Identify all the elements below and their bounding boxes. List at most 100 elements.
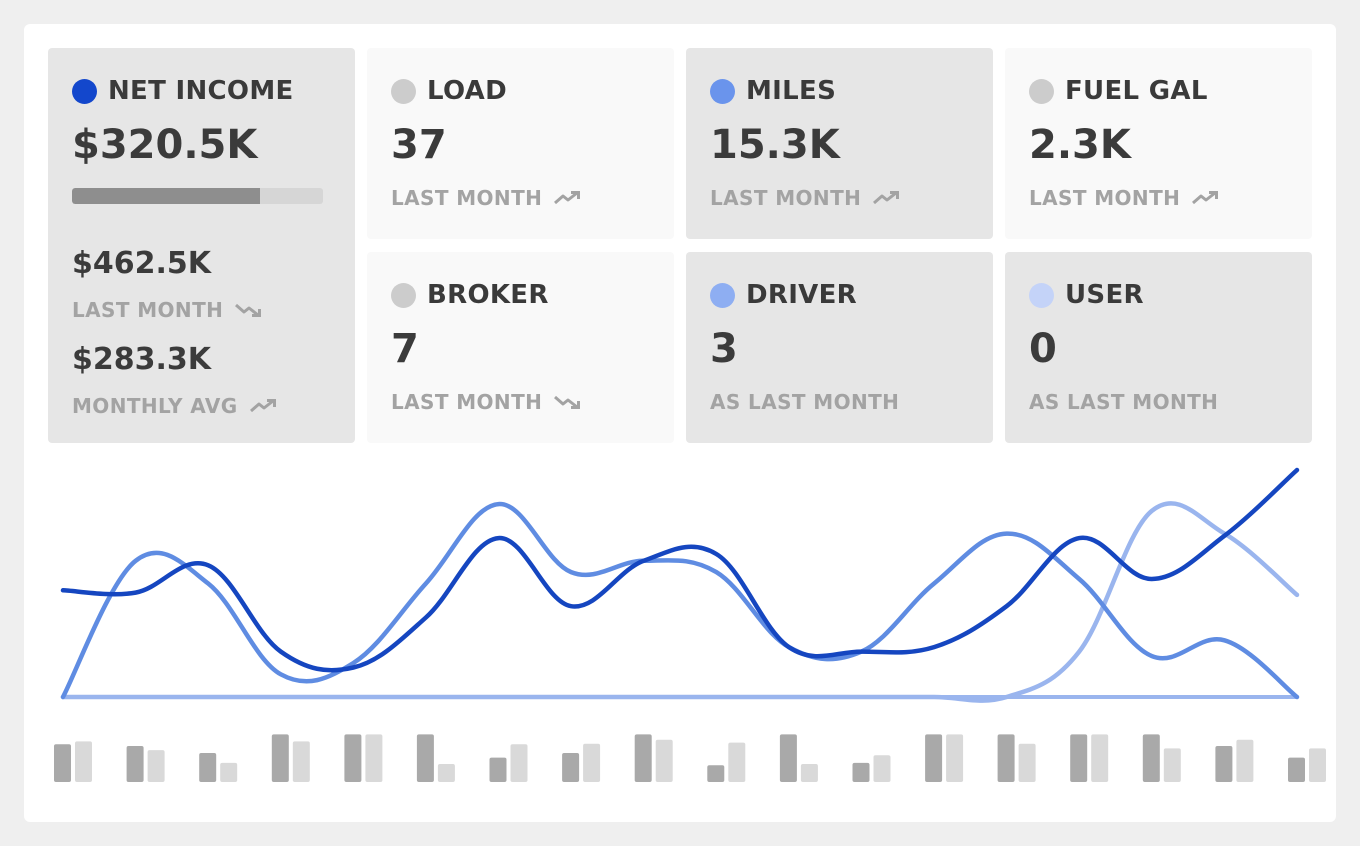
driver-title-row: DRIVER (710, 280, 857, 310)
miles-title-row: MILES (710, 76, 836, 106)
bar-primary-11 (779, 734, 797, 782)
load-title: LOAD (427, 76, 507, 106)
net-income-progress-fill (72, 188, 261, 204)
net-income-progress-bar (72, 188, 323, 204)
broker-title: BROKER (427, 280, 549, 310)
bar-secondary-6 (437, 764, 455, 782)
bar-primary-16 (1142, 734, 1160, 782)
net-income-last-month-value: $462.5K (72, 246, 212, 281)
load-sub-label: LAST MONTH (391, 186, 543, 210)
fuel-gal-title-row: FUEL GAL (1029, 76, 1208, 106)
bar-secondary-17 (1236, 739, 1254, 782)
bar-secondary-4 (292, 741, 310, 782)
bar-primary-6 (416, 734, 434, 782)
fuel-gal-sub-row: LAST MONTH (1029, 186, 1219, 210)
trend-up-icon (873, 191, 900, 205)
net-income-avg-label: MONTHLY AVG (72, 394, 238, 418)
net-income-last-month-row: LAST MONTH (72, 298, 262, 322)
miles-card[interactable]: MILES 15.3K LAST MONTH (686, 48, 993, 239)
bar-primary-9 (634, 734, 652, 782)
bar-secondary-15 (1091, 734, 1109, 782)
driver-value: 3 (710, 326, 738, 372)
bar-secondary-18 (1309, 748, 1326, 782)
fuel-gal-dot-icon (1029, 78, 1054, 104)
user-value: 0 (1029, 326, 1057, 372)
bar-secondary-5 (365, 734, 383, 782)
fuel-gal-card[interactable]: FUEL GAL 2.3K LAST MONTH (1005, 48, 1312, 239)
driver-dot-icon (710, 282, 735, 308)
net-income-title: NET INCOME (108, 76, 294, 106)
bar-secondary-2 (147, 750, 165, 782)
broker-sub-label: LAST MONTH (391, 390, 543, 414)
user-title-row: USER (1029, 280, 1144, 310)
trend-up-icon (1192, 191, 1219, 205)
trend-down-icon (554, 395, 581, 409)
fuel-gal-title: FUEL GAL (1065, 76, 1208, 106)
broker-title-row: BROKER (391, 280, 549, 310)
miles-sub-row: LAST MONTH (710, 186, 900, 210)
user-sub-row: AS LAST MONTH (1029, 390, 1218, 414)
bar-primary-10 (707, 765, 725, 782)
miles-value: 15.3K (710, 122, 840, 168)
bar-primary-8 (562, 753, 580, 782)
bar-primary-12 (852, 762, 870, 782)
load-value: 37 (391, 122, 447, 168)
net-income-avg-row: MONTHLY AVG (72, 394, 276, 418)
bar-secondary-8 (583, 743, 601, 782)
bar-primary-13 (925, 734, 943, 782)
bar-secondary-9 (655, 739, 673, 782)
chart-series-line-1 (60, 467, 1300, 673)
driver-title: DRIVER (746, 280, 857, 310)
trend-down-icon (235, 303, 262, 317)
net-income-dot-icon (72, 78, 97, 104)
bar-secondary-13 (946, 734, 964, 782)
bar-primary-2 (126, 746, 144, 782)
driver-sub-row: AS LAST MONTH (710, 390, 899, 414)
broker-dot-icon (391, 282, 416, 308)
user-sub-label: AS LAST MONTH (1029, 390, 1219, 414)
bar-primary-7 (489, 757, 507, 782)
driver-sub-label: AS LAST MONTH (710, 390, 900, 414)
bar-primary-18 (1288, 757, 1305, 782)
trend-up-icon (554, 191, 581, 205)
bar-primary-4 (271, 734, 289, 782)
bar-primary-17 (1215, 746, 1233, 782)
user-dot-icon (1029, 282, 1054, 308)
trend-up-icon (249, 399, 276, 413)
net-income-last-month-label: LAST MONTH (72, 298, 224, 322)
chart-series-line-3 (60, 501, 1300, 703)
miles-title: MILES (746, 76, 837, 106)
broker-sub-row: LAST MONTH (391, 390, 581, 414)
bar-primary-5 (344, 734, 362, 782)
load-dot-icon (391, 78, 416, 104)
load-sub-row: LAST MONTH (391, 186, 581, 210)
net-income-value: $320.5K (72, 122, 258, 168)
bar-secondary-12 (873, 755, 891, 782)
bar-secondary-7 (510, 744, 528, 782)
miles-sub-label: LAST MONTH (710, 186, 862, 210)
bar-secondary-10 (728, 742, 746, 782)
bar-secondary-11 (800, 764, 818, 782)
net-income-card[interactable]: NET INCOME $320.5K $462.5K LAST MONTH $2… (48, 48, 355, 443)
user-card[interactable]: USER 0 AS LAST MONTH (1005, 252, 1312, 443)
bar-secondary-3 (220, 762, 238, 782)
bar-primary-3 (199, 753, 217, 782)
broker-value: 7 (391, 326, 419, 372)
bar-primary-15 (1070, 734, 1088, 782)
fuel-gal-value: 2.3K (1029, 122, 1131, 168)
bar-primary-1 (54, 744, 71, 782)
miles-dot-icon (710, 78, 735, 104)
bar-primary-14 (997, 734, 1015, 782)
chart-series-line-2 (60, 501, 1300, 700)
bar-secondary-1 (75, 741, 92, 782)
fuel-gal-sub-label: LAST MONTH (1029, 186, 1181, 210)
bar-secondary-16 (1163, 748, 1181, 782)
net-income-title-row: NET INCOME (72, 76, 294, 106)
driver-card[interactable]: DRIVER 3 AS LAST MONTH (686, 252, 993, 443)
load-card[interactable]: LOAD 37 LAST MONTH (367, 48, 674, 239)
load-title-row: LOAD (391, 76, 507, 106)
bar-secondary-14 (1018, 743, 1036, 782)
net-income-avg-value: $283.3K (72, 342, 212, 377)
broker-card[interactable]: BROKER 7 LAST MONTH (367, 252, 674, 443)
